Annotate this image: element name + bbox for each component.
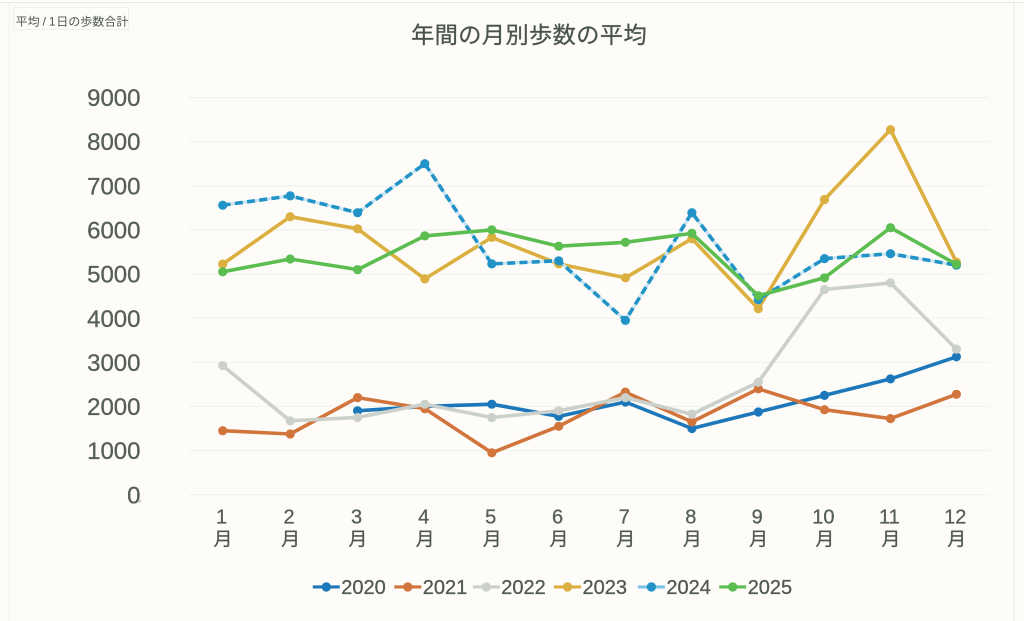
svg-text:1: 1 bbox=[49, 14, 56, 28]
svg-text:2025: 2025 bbox=[748, 577, 793, 599]
svg-text:2024: 2024 bbox=[666, 577, 711, 599]
svg-text:/: / bbox=[43, 14, 47, 28]
svg-text:2020: 2020 bbox=[341, 577, 386, 599]
svg-text:2021: 2021 bbox=[423, 577, 468, 599]
svg-text:2: 2 bbox=[284, 506, 295, 528]
svg-text:7000: 7000 bbox=[87, 173, 140, 200]
svg-text:1000: 1000 bbox=[87, 438, 140, 465]
svg-text:9000: 9000 bbox=[87, 85, 140, 112]
svg-text:8: 8 bbox=[685, 506, 696, 528]
svg-text:8000: 8000 bbox=[87, 129, 140, 156]
svg-text:12: 12 bbox=[944, 506, 966, 528]
svg-text:2022: 2022 bbox=[501, 577, 546, 599]
svg-text:6000: 6000 bbox=[87, 218, 140, 245]
svg-text:0: 0 bbox=[127, 482, 140, 509]
svg-text:1: 1 bbox=[216, 506, 227, 528]
svg-text:7: 7 bbox=[619, 506, 630, 528]
svg-text:3000: 3000 bbox=[87, 350, 140, 377]
svg-text:5: 5 bbox=[485, 506, 496, 528]
svg-text:6: 6 bbox=[552, 506, 563, 528]
svg-text:2023: 2023 bbox=[583, 577, 628, 599]
svg-text:4000: 4000 bbox=[87, 306, 140, 333]
svg-text:4: 4 bbox=[418, 506, 429, 528]
svg-text:11: 11 bbox=[879, 506, 900, 528]
svg-text:9: 9 bbox=[752, 506, 763, 528]
svg-text:5000: 5000 bbox=[87, 262, 140, 289]
svg-text:10: 10 bbox=[812, 506, 834, 528]
svg-text:2000: 2000 bbox=[87, 394, 140, 421]
svg-text:3: 3 bbox=[351, 506, 362, 528]
